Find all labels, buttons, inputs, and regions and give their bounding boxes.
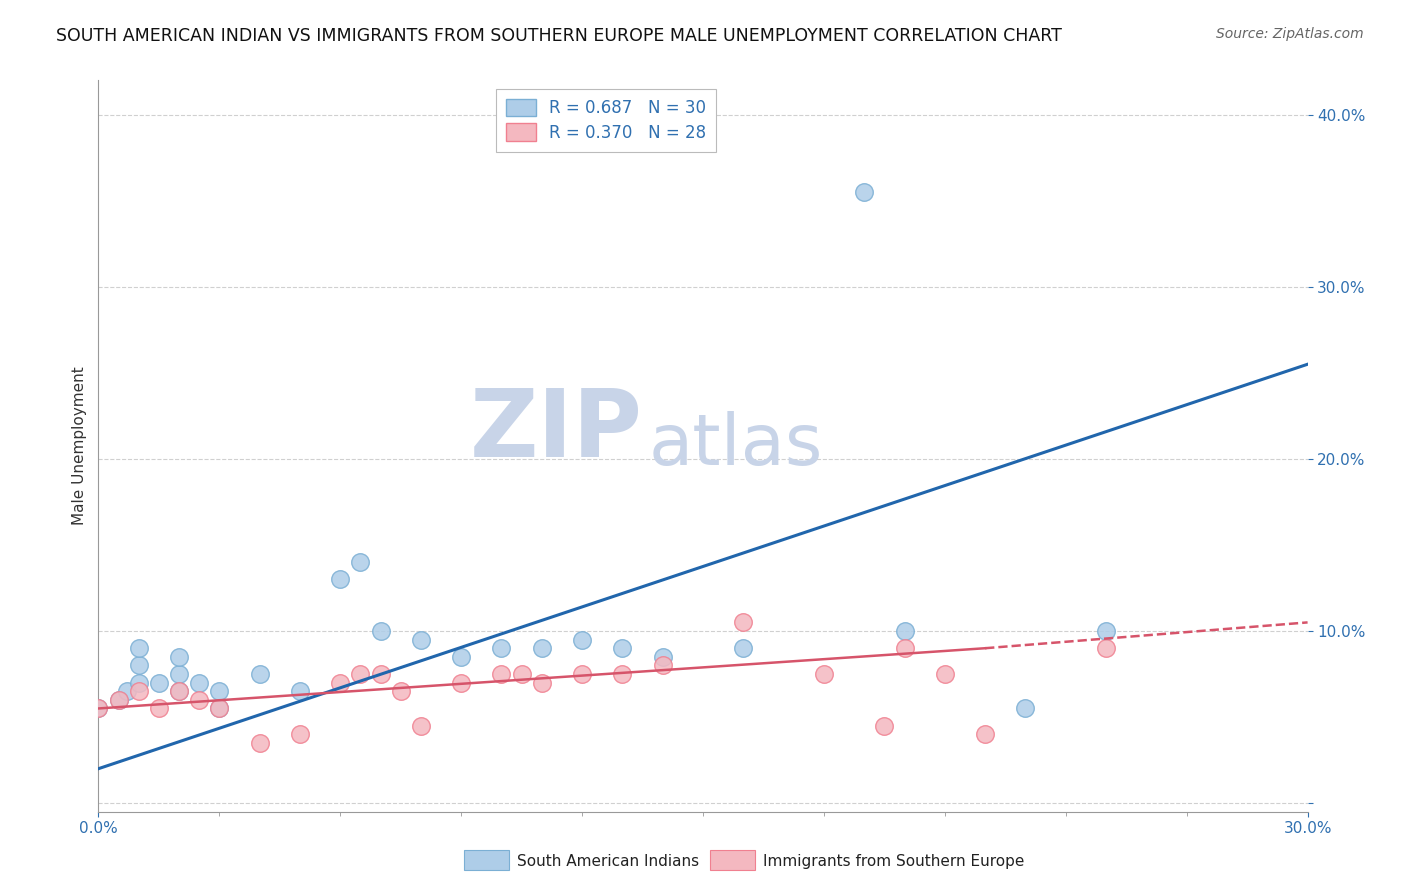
Point [974, 727, 997, 741]
Point [450, 675, 472, 690]
Point [893, 624, 915, 638]
Point [530, 675, 553, 690]
Point [87, 701, 110, 715]
Point [148, 675, 170, 690]
Point [733, 615, 755, 630]
Point [612, 641, 634, 656]
Point [612, 667, 634, 681]
Text: ZIP: ZIP [470, 385, 643, 477]
Point [491, 641, 513, 656]
Point [148, 701, 170, 715]
Point [188, 693, 211, 707]
Point [853, 185, 876, 199]
Point [934, 667, 956, 681]
Point [115, 684, 138, 698]
Point [208, 701, 231, 715]
Point [128, 684, 150, 698]
Point [409, 719, 432, 733]
Y-axis label: Male Unemployment: Male Unemployment [72, 367, 87, 525]
Point [128, 675, 150, 690]
Point [288, 684, 311, 698]
Point [288, 727, 311, 741]
Text: atlas: atlas [648, 411, 823, 481]
Point [167, 667, 190, 681]
Point [188, 675, 211, 690]
Point [510, 667, 533, 681]
Point [329, 675, 352, 690]
Point [329, 573, 352, 587]
Text: Immigrants from Southern Europe: Immigrants from Southern Europe [763, 855, 1025, 869]
Point [249, 736, 271, 750]
Point [167, 684, 190, 698]
Point [571, 667, 593, 681]
Point [349, 667, 371, 681]
Point [389, 684, 412, 698]
Point [530, 641, 553, 656]
Point [873, 719, 896, 733]
Point [128, 658, 150, 673]
Point [107, 693, 129, 707]
Point [208, 701, 231, 715]
Point [167, 649, 190, 664]
Text: SOUTH AMERICAN INDIAN VS IMMIGRANTS FROM SOUTHERN EUROPE MALE UNEMPLOYMENT CORRE: SOUTH AMERICAN INDIAN VS IMMIGRANTS FROM… [56, 27, 1062, 45]
Point [651, 658, 673, 673]
Point [107, 693, 129, 707]
Point [370, 624, 392, 638]
Point [167, 684, 190, 698]
Point [208, 684, 231, 698]
Point [450, 649, 472, 664]
Point [733, 641, 755, 656]
Point [128, 641, 150, 656]
Point [813, 667, 835, 681]
Point [651, 649, 673, 664]
Point [1095, 624, 1118, 638]
Point [491, 667, 513, 681]
Point [1095, 641, 1118, 656]
Point [1014, 701, 1036, 715]
Point [571, 632, 593, 647]
Point [349, 555, 371, 569]
Point [87, 701, 110, 715]
Point [409, 632, 432, 647]
Legend: R = 0.687   N = 30, R = 0.370   N = 28: R = 0.687 N = 30, R = 0.370 N = 28 [496, 88, 717, 152]
Text: Source: ZipAtlas.com: Source: ZipAtlas.com [1216, 27, 1364, 41]
Point [370, 667, 392, 681]
Point [249, 667, 271, 681]
Text: South American Indians: South American Indians [517, 855, 700, 869]
Point [893, 641, 915, 656]
